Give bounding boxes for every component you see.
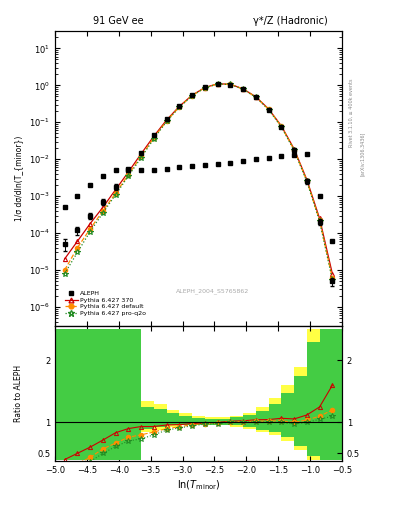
X-axis label: $\ln(T_{\rm minor})$: $\ln(T_{\rm minor})$ (176, 479, 220, 493)
Text: ALEPH_2004_S5765862: ALEPH_2004_S5765862 (176, 288, 250, 294)
Y-axis label: Ratio to ALEPH: Ratio to ALEPH (15, 365, 24, 422)
Text: γ*/Z (Hadronic): γ*/Z (Hadronic) (253, 16, 328, 26)
Y-axis label: 1/σ dσ/dln(T_{minor}): 1/σ dσ/dln(T_{minor}) (15, 136, 24, 221)
Text: Rivet 3.1.10, ≥ 400k events: Rivet 3.1.10, ≥ 400k events (349, 78, 354, 147)
Text: 91 GeV ee: 91 GeV ee (93, 16, 143, 26)
Text: [arXiv:1306.3436]: [arXiv:1306.3436] (360, 132, 365, 176)
Legend: ALEPH, Pythia 6.427 370, Pythia 6.427 default, Pythia 6.427 pro-q2o: ALEPH, Pythia 6.427 370, Pythia 6.427 de… (64, 290, 147, 317)
